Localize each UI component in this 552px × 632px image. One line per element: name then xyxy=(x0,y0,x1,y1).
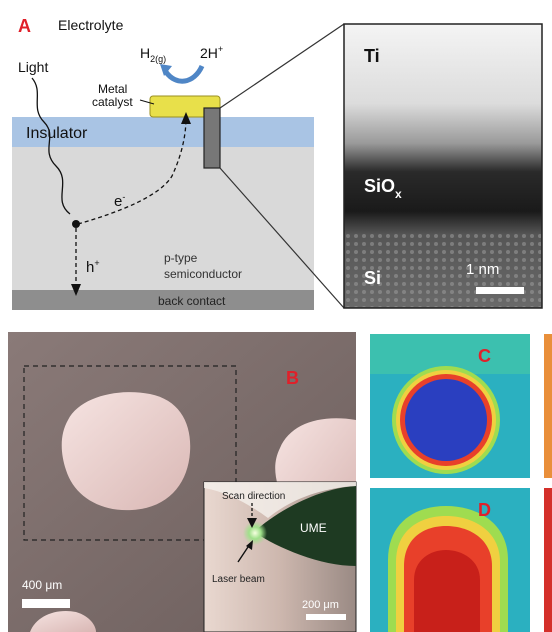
insulator-label: Insulator xyxy=(26,125,88,142)
semiconductor-label-line2: semiconductor xyxy=(164,267,242,281)
back-contact-label: back contact xyxy=(158,294,226,308)
electron-label: e- xyxy=(114,192,125,210)
inset-bright-area xyxy=(204,482,356,518)
hole-label: h+ xyxy=(86,258,100,276)
scan-direction-arrowhead xyxy=(247,518,257,528)
light-ray-wave xyxy=(31,77,71,215)
back-contact-layer xyxy=(12,290,314,310)
proton-label: 2H+ xyxy=(200,44,223,61)
inset-scale-label: 200 μm xyxy=(302,599,339,611)
electron-path-arrowhead xyxy=(181,112,191,124)
laser-beam-arrowhead xyxy=(246,540,253,550)
projection-line-top xyxy=(219,23,345,109)
heatmap-c-spot xyxy=(405,379,487,461)
electrolyte-label: Electrolyte xyxy=(58,17,124,33)
insulator-layer xyxy=(12,117,314,147)
hole-path-arrowhead xyxy=(71,284,81,296)
panel-b-letter: B xyxy=(286,368,299,388)
h2-label: H2(g) xyxy=(140,45,166,64)
panel-a: A Electrolyte Light Metal catalyst H2(g)… xyxy=(12,16,345,310)
panel-b-scale-bar xyxy=(22,599,70,608)
tem-si-label: Si xyxy=(364,268,381,288)
catalyst-label-line2: catalyst xyxy=(92,95,133,109)
panel-d-letter: D xyxy=(478,500,491,520)
panel-c-letter: C xyxy=(478,346,491,366)
semiconductor-label-line1: p-type xyxy=(164,251,198,265)
heatmap-d-neighbor-edge xyxy=(544,488,552,632)
tem-image: Ti SiOx Si 1 nm xyxy=(343,23,543,309)
reaction-arrowhead xyxy=(160,64,172,76)
tem-sample-region xyxy=(203,107,221,169)
tem-scale-bar xyxy=(476,287,524,294)
laser-beam-label: Laser beam xyxy=(212,574,265,585)
tem-ti-label: Ti xyxy=(364,46,380,66)
panel-b: B 400 μm Scan direction UME Laser beam 2… xyxy=(8,332,357,632)
inset-scale-bar xyxy=(306,614,346,620)
ume-inset: Scan direction UME Laser beam 200 μm xyxy=(203,481,357,632)
electrode-disc-bottom xyxy=(30,610,96,632)
laser-spot xyxy=(243,521,267,545)
light-label: Light xyxy=(18,59,48,75)
ume-tip xyxy=(254,486,356,566)
electrode-disc-main xyxy=(61,392,191,511)
scan-region-outline xyxy=(23,365,237,541)
panel-c: C xyxy=(370,334,552,478)
heatmap-c-neighbor-edge xyxy=(544,334,552,478)
panel-d: D xyxy=(370,488,552,632)
si-lattice-texture xyxy=(345,230,541,307)
heatmap-d-core xyxy=(414,550,480,632)
catalyst-pointer xyxy=(139,99,155,105)
reaction-arrow xyxy=(163,64,205,84)
excitation-point xyxy=(72,220,80,228)
panel-a-letter: A xyxy=(18,16,31,36)
projection-line-bottom xyxy=(219,167,345,309)
tem-siox-label: SiOx xyxy=(364,176,402,201)
semiconductor-layer xyxy=(12,147,314,290)
scan-direction-label: Scan direction xyxy=(222,491,285,502)
ume-label: UME xyxy=(300,521,327,535)
catalyst-label-line1: Metal xyxy=(98,82,127,96)
panel-b-scale-label: 400 μm xyxy=(22,578,62,592)
tem-scale-label: 1 nm xyxy=(466,261,499,278)
